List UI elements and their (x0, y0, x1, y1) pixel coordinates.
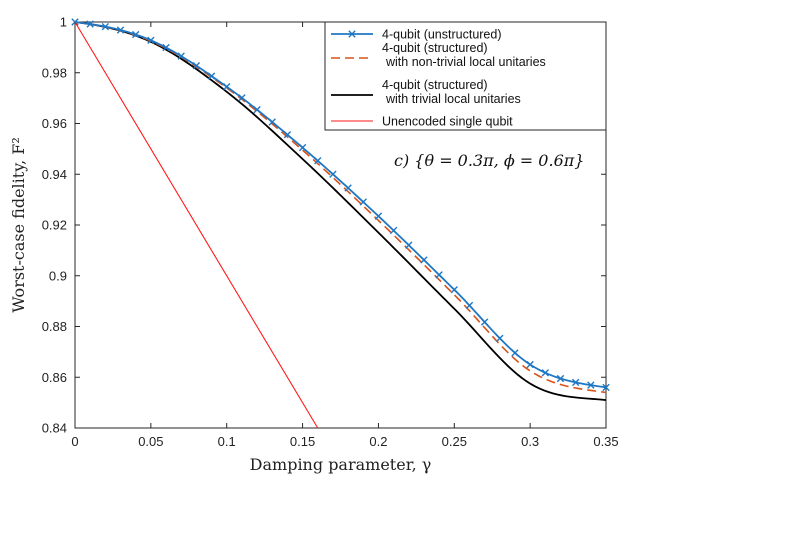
series-marker (329, 170, 337, 178)
x-tick-label: 0.2 (369, 434, 387, 449)
legend-marker (348, 30, 356, 38)
x-tick-label: 0.3 (521, 434, 539, 449)
y-tick-label: 0.88 (42, 319, 67, 334)
series-line-2 (74, 21, 607, 401)
series-marker (389, 226, 398, 235)
series-marker (298, 143, 307, 152)
y-tick-label: 0.86 (42, 370, 67, 385)
series-marker (480, 318, 489, 326)
y-tick-label: 1 (60, 15, 67, 30)
x-tick-label: 0.35 (593, 434, 618, 449)
series-marker (162, 43, 170, 52)
series-marker (147, 36, 155, 44)
series-marker (238, 94, 246, 102)
parameter-annotation: c) {θ = 0.3π, ϕ = 0.6π} (394, 151, 584, 170)
legend-label-2: 4-qubit (structured) (382, 78, 488, 92)
series-marker (223, 83, 231, 91)
x-tick-label: 0.1 (218, 434, 236, 449)
legend-label-0: 4-qubit (unstructured) (382, 28, 502, 42)
series-marker (526, 360, 534, 369)
y-tick-label: 0.96 (42, 116, 67, 131)
y-tick-label: 0.94 (42, 167, 67, 182)
series-marker (359, 198, 367, 206)
series-marker (556, 374, 565, 383)
series-marker (101, 22, 110, 31)
x-axis-label: Damping parameter, γ (250, 455, 432, 474)
y-tick-label: 0.98 (42, 65, 67, 80)
series-marker (177, 52, 185, 60)
series-line-3 (74, 21, 319, 429)
x-tick-label: 0.25 (442, 434, 467, 449)
series-marker (374, 212, 383, 220)
axis-ticks: 0 0.05 0.1 0.15 0.2 0.25 0.3 0.35 0.84 0.86 0.88 0.… (42, 15, 619, 450)
series-marker (131, 30, 140, 39)
x-tick-label: 0.15 (290, 434, 315, 449)
series-marker (511, 349, 519, 357)
series-marker (496, 334, 504, 342)
y-axis-label: Worst-case fidelity, F² (9, 137, 28, 313)
series-marker (541, 369, 550, 377)
series-marker (450, 286, 458, 294)
series-marker (192, 62, 201, 70)
series-marker (405, 241, 413, 249)
series-marker (207, 72, 216, 80)
y-tick-label: 0.92 (42, 218, 67, 233)
series-marker (86, 20, 94, 28)
legend-box (324, 21, 607, 131)
y-tick-label: 0.9 (49, 268, 67, 283)
series-marker (571, 378, 580, 387)
series-marker (344, 184, 352, 192)
series-marker (116, 26, 125, 34)
series-marker (283, 131, 292, 139)
legend-label-1: with non-trivial local unitaries (385, 55, 546, 69)
series-marker (465, 301, 474, 310)
series-lines (71, 18, 610, 429)
x-tick-label: 0 (71, 434, 78, 449)
series-marker (314, 157, 322, 165)
series-marker (587, 381, 595, 389)
series-marker (602, 383, 610, 392)
legend-label-2: with trivial local unitaries (385, 92, 521, 106)
legend-label-3: Unencoded single qubit (382, 115, 513, 129)
series-marker (435, 271, 443, 279)
legend-label-1: 4-qubit (structured) (382, 41, 488, 55)
series-marker (253, 105, 261, 114)
x-tick-label: 0.05 (138, 434, 163, 449)
series-marker (420, 256, 428, 264)
series-marker (268, 118, 276, 126)
y-tick-label: 0.84 (42, 421, 67, 436)
legend: 4-qubit (unstructured)4-qubit (structure… (324, 21, 607, 131)
